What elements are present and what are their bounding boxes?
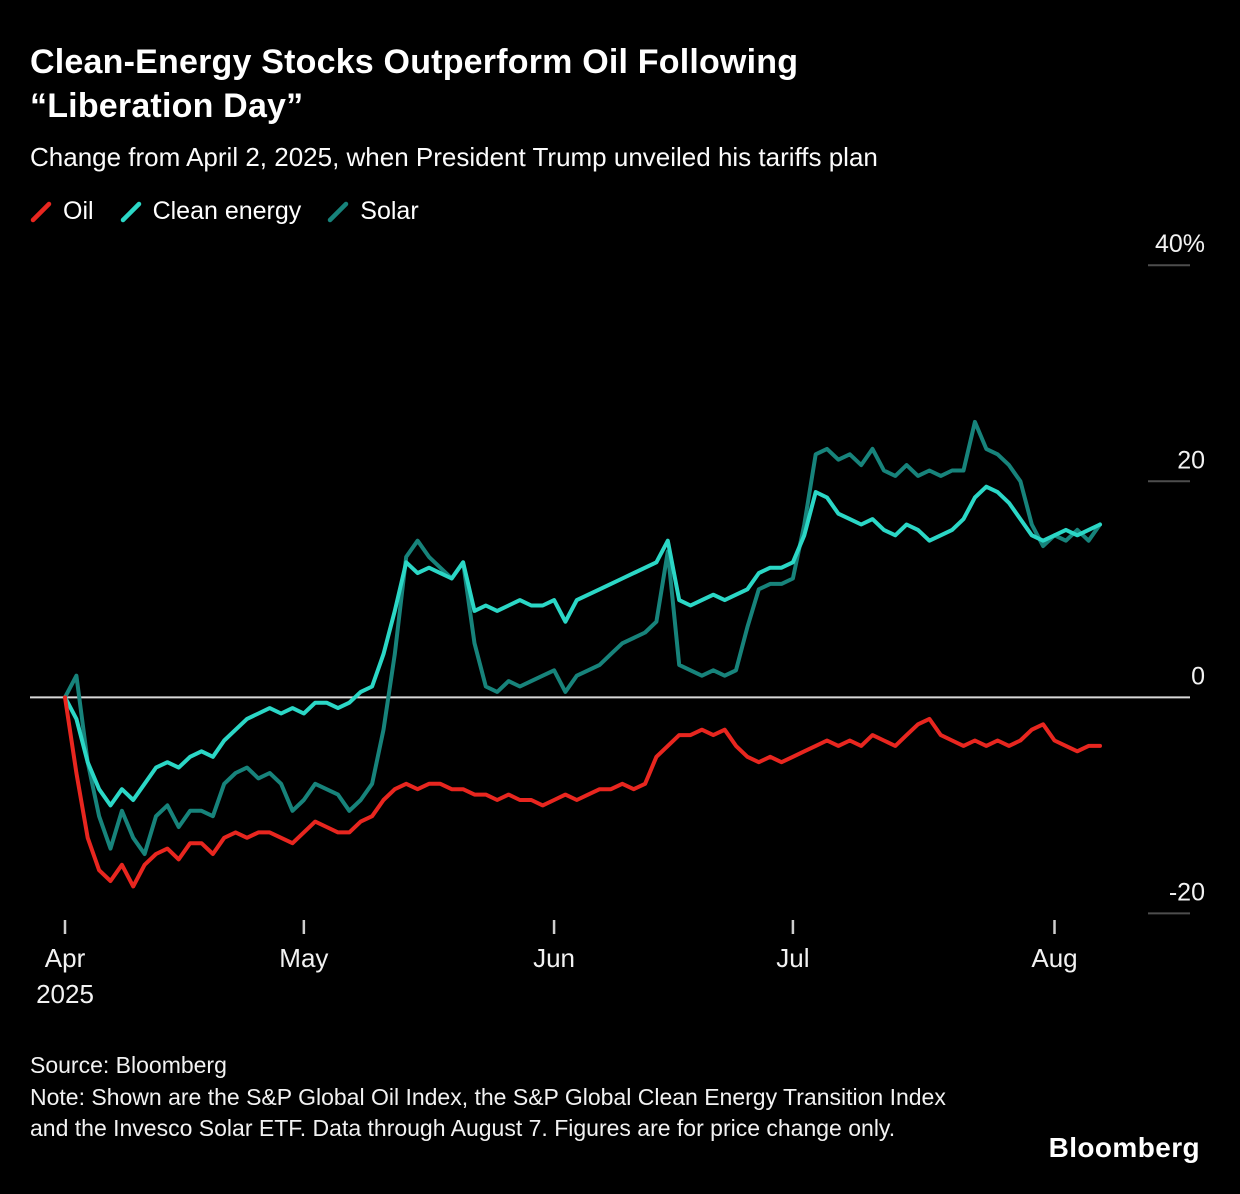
clean-energy-line: [63, 484, 1102, 808]
solar-swatch-line: [328, 201, 349, 223]
x-axis-label-aug: Aug: [1031, 943, 1077, 973]
solar-line: [63, 419, 1102, 856]
solar-line-swatch-icon: [328, 201, 349, 223]
chart-title: Clean-Energy Stocks Outperform Oil Follo…: [30, 40, 878, 128]
x-axis-label-jun: Jun: [533, 943, 575, 973]
x-axis-year-label: 2025: [36, 979, 94, 1009]
x-axis-label-may: May: [279, 943, 328, 973]
clean-energy-swatch-line: [120, 201, 141, 223]
y-axis-label-0: 0: [1191, 662, 1205, 690]
source-text: Source: Bloomberg: [30, 1052, 227, 1078]
y-axis-label-20: 20: [1177, 446, 1205, 474]
legend-item-solar: Solar: [327, 197, 419, 226]
y-axis-label--20: -20: [1169, 878, 1205, 906]
chart-subtitle: Change from April 2, 2025, when Presiden…: [30, 142, 878, 173]
legend-item-oil: Oil: [30, 197, 94, 226]
legend-label-solar: Solar: [360, 197, 419, 226]
oil-line-swatch-icon: [30, 201, 52, 223]
note-text: Note: Shown are the S&P Global Oil Index…: [30, 1084, 946, 1141]
legend-label-clean-energy: Clean energy: [152, 197, 302, 226]
chart-svg: 40% 20 0 -20 Apr 2025 May Jun Jul Aug: [30, 230, 1205, 1009]
chart-legend: Oil Clean energy Solar: [30, 197, 878, 226]
legend-item-clean-energy: Clean energy: [120, 197, 302, 226]
chart-header: Clean-Energy Stocks Outperform Oil Follo…: [30, 40, 878, 226]
chart-title-line2: “Liberation Day”: [30, 87, 304, 126]
oil-swatch-line: [30, 201, 52, 223]
oil-line: [63, 695, 1102, 889]
chart-footer: Source: Bloomberg Note: Shown are the S&…: [30, 1050, 980, 1143]
bloomberg-logo: Bloomberg: [1048, 1132, 1200, 1163]
x-axis-label-jul: Jul: [776, 943, 809, 973]
y-axis-label-40: 40%: [1155, 230, 1205, 258]
legend-label-oil: Oil: [63, 197, 94, 226]
chart-title-line1: Clean-Energy Stocks Outperform Oil Follo…: [30, 43, 799, 81]
x-axis-label-apr: Apr: [45, 943, 86, 973]
clean-energy-line-swatch-icon: [120, 201, 141, 223]
